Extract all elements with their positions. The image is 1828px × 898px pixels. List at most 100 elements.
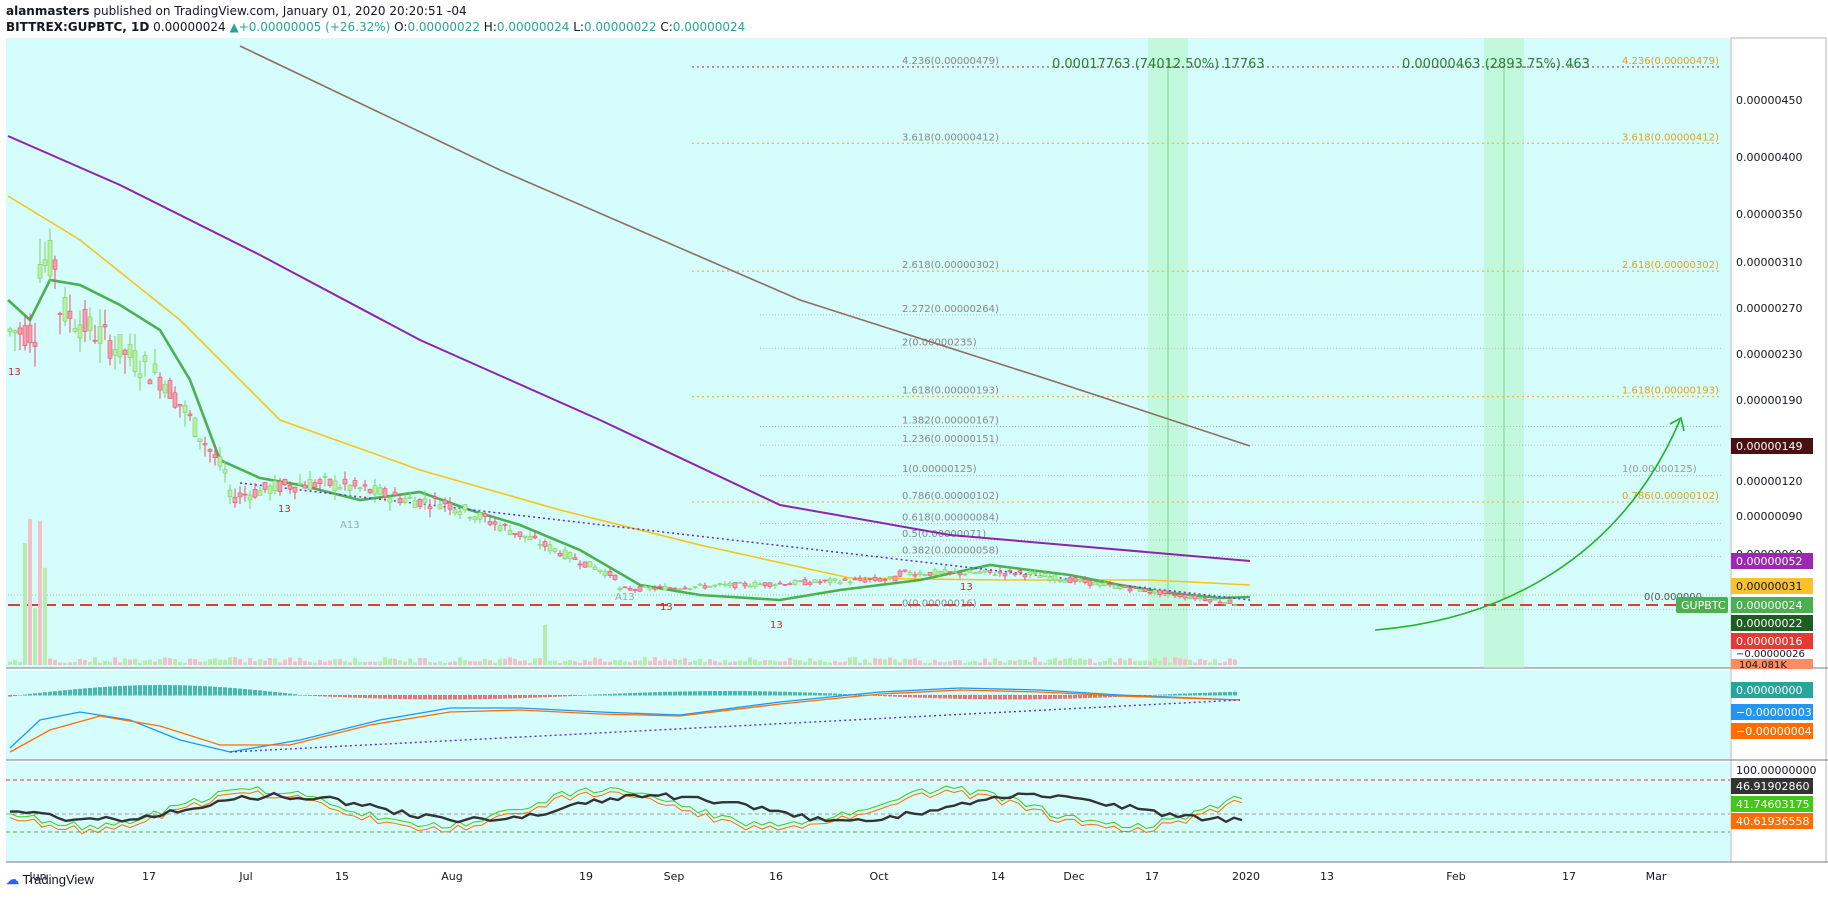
candle-body xyxy=(422,498,428,503)
candle-body xyxy=(712,584,718,587)
candle-body xyxy=(832,578,838,581)
sequential-mark: 13 xyxy=(770,620,783,631)
time-tick-label: Jun xyxy=(28,870,46,883)
volume-bar xyxy=(418,657,422,665)
volume-bar xyxy=(808,658,812,665)
macd-bar xyxy=(423,695,427,700)
macd-bar xyxy=(228,687,232,696)
candle-body xyxy=(512,533,518,535)
volume-bar xyxy=(68,662,72,665)
macd-bar xyxy=(873,695,877,696)
candle-body xyxy=(1097,582,1103,587)
candle-body xyxy=(532,535,538,539)
candle-body xyxy=(342,478,348,485)
volume-badge-label: 104.081K xyxy=(1739,660,1787,671)
fib-level-label-right: 4.236(0.00000479) xyxy=(1622,56,1719,67)
candle-body xyxy=(852,578,858,581)
macd-bar xyxy=(753,691,757,696)
candle-body xyxy=(797,580,803,583)
macd-bar xyxy=(133,685,137,696)
close-value: 0.00000024 xyxy=(672,20,746,34)
candle-body xyxy=(667,587,673,590)
volume-bar xyxy=(1198,658,1202,665)
macd-bar xyxy=(373,695,377,699)
macd-bar xyxy=(653,692,657,696)
target-label: 0.00000463 (2893.75%) 463 xyxy=(1402,57,1590,72)
price-tick-label: 0.00000350 xyxy=(1736,208,1802,221)
macd-bar xyxy=(663,691,667,696)
price-tick-label: 0.00000190 xyxy=(1736,394,1802,407)
time-tick-label: Mar xyxy=(1646,870,1667,883)
candle-body xyxy=(242,493,248,496)
macd-bar xyxy=(658,692,662,696)
candle-body xyxy=(992,574,998,576)
volume-bar xyxy=(1043,662,1047,665)
symbol-label[interactable]: BITTREX:GUPBTC, 1D xyxy=(6,20,150,34)
macd-bar xyxy=(633,692,637,696)
candle-body xyxy=(937,571,943,574)
time-tick-label: 17 xyxy=(1145,870,1159,883)
price-badge xyxy=(1731,597,1813,613)
candle-body xyxy=(127,344,133,358)
volume-bar xyxy=(1158,660,1162,665)
fib-level-label-right: 1.618(0.00000193) xyxy=(1622,386,1719,397)
volume-bar xyxy=(98,662,102,665)
price-badge-label: 0.00000031 xyxy=(1736,580,1802,593)
volume-bar xyxy=(1033,657,1037,665)
macd-bar xyxy=(888,695,892,697)
volume-bar xyxy=(363,661,367,665)
price-badge xyxy=(1731,578,1813,594)
ma-100-line xyxy=(7,135,1251,562)
macd-bar xyxy=(403,695,407,700)
candle-body xyxy=(917,572,923,576)
volume-bar xyxy=(523,660,527,665)
volume-bar xyxy=(678,659,682,665)
volume-bar xyxy=(748,657,752,665)
candle-body xyxy=(487,521,493,525)
macd-badge-label: −0.00000003 xyxy=(1736,706,1812,719)
low-value: 0.00000022 xyxy=(583,20,657,34)
volume-bar xyxy=(493,662,497,665)
tradingview-brand[interactable]: ☁ TradingView xyxy=(6,872,94,888)
candle-body xyxy=(732,582,738,589)
macd-bar xyxy=(963,695,967,700)
volume-bar xyxy=(63,662,67,665)
candle-body xyxy=(187,413,193,417)
macd-bar xyxy=(758,691,762,696)
stoch-badge-label: 41.74603175 xyxy=(1736,798,1809,811)
candle-body xyxy=(1042,573,1048,578)
volume-bar xyxy=(483,658,487,665)
price-badge-label: 0.00000022 xyxy=(1736,617,1802,630)
macd-bar xyxy=(48,691,52,696)
author-name[interactable]: alanmasters xyxy=(6,4,90,18)
candle-body xyxy=(777,582,783,585)
macd-bar xyxy=(908,695,912,698)
stoch-pane-bg xyxy=(6,762,1730,862)
candle-body xyxy=(957,572,963,576)
candle-body xyxy=(802,579,808,586)
candle-body xyxy=(347,485,353,491)
macd-bar xyxy=(188,685,192,696)
candle-body xyxy=(307,479,313,490)
volume-bar xyxy=(913,658,917,665)
volume-bar xyxy=(613,660,617,665)
candle-body xyxy=(882,579,888,581)
volume-bar xyxy=(803,662,807,665)
macd-bar xyxy=(163,685,167,696)
price-tick-label: 0.00000090 xyxy=(1736,510,1802,523)
volume-bar xyxy=(558,662,562,665)
candle-body xyxy=(662,585,668,591)
macd-bar xyxy=(258,690,262,696)
macd-bar xyxy=(1158,694,1162,696)
volume-bar xyxy=(1188,659,1192,665)
volume-bar xyxy=(918,660,922,665)
volume-bar xyxy=(293,661,297,665)
published-text: published on TradingView.com, January 01… xyxy=(93,4,467,18)
candle-body xyxy=(542,541,548,547)
projection-arrow-head xyxy=(1669,416,1685,432)
volume-bar xyxy=(208,659,212,665)
macd-bar xyxy=(683,691,687,696)
volume-bar xyxy=(873,658,877,665)
candle-body xyxy=(767,582,773,587)
